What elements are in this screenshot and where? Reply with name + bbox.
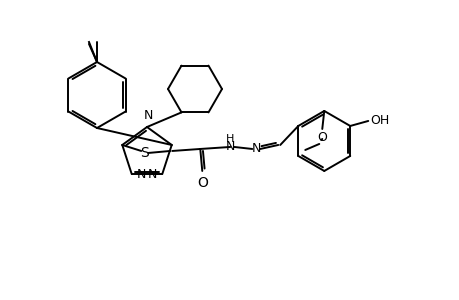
Text: N: N bbox=[136, 167, 146, 181]
Text: S: S bbox=[140, 146, 148, 160]
Text: H: H bbox=[225, 134, 234, 144]
Text: N: N bbox=[143, 109, 152, 122]
Text: O: O bbox=[196, 176, 207, 190]
Text: O: O bbox=[317, 131, 326, 144]
Text: N: N bbox=[225, 140, 235, 154]
Text: N: N bbox=[148, 167, 157, 181]
Text: OH: OH bbox=[369, 115, 389, 128]
Text: N: N bbox=[251, 142, 260, 155]
